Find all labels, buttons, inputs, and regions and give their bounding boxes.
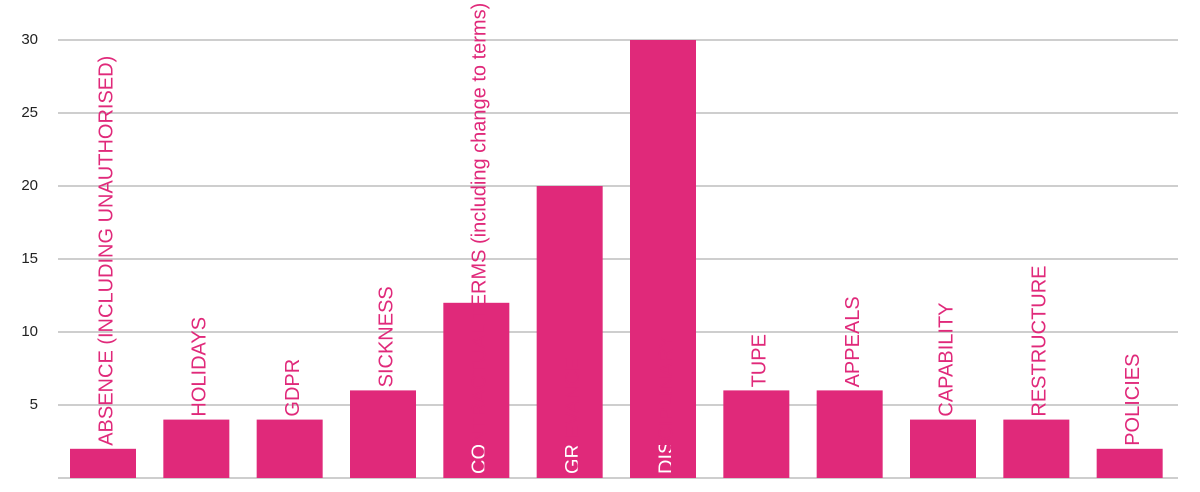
- bar-label: RESTRUCTURE: [1029, 265, 1051, 416]
- bar: [816, 390, 883, 478]
- bar-label: CAPABILITY: [935, 302, 957, 416]
- y-tick-label: 5: [30, 396, 38, 413]
- bar-label: GRIEVANCE: [562, 358, 584, 474]
- bar-label-overlay: DISCIPLINARY: [655, 335, 677, 474]
- bar-label: POLICIES: [1122, 354, 1144, 446]
- y-tick-label: 15: [21, 250, 38, 267]
- bar-label: GDPR: [282, 359, 304, 417]
- bar: [1096, 448, 1163, 478]
- bar: [536, 186, 603, 478]
- bar: [910, 419, 976, 478]
- bar: [70, 448, 136, 478]
- bar: [350, 390, 416, 478]
- y-tick-label: 10: [21, 323, 38, 340]
- bar-label: SICKNESS: [375, 286, 397, 387]
- bar-label-overlay: GRIEVANCE: [562, 358, 584, 474]
- bar-label: TUPE: [749, 334, 771, 387]
- bar: [256, 419, 323, 478]
- bar-label: HOLIDAYS: [189, 317, 211, 417]
- bar: [163, 419, 230, 478]
- bar-label: APPEALS: [842, 296, 864, 387]
- y-tick-label: 30: [21, 31, 38, 48]
- bar-label: DISCIPLINARY: [655, 335, 677, 474]
- bar-label: ABSENCE (INCLUDING UNAUTHORISED): [95, 56, 117, 446]
- bar: [1003, 419, 1070, 478]
- bar-label-overlay: CONTRACTUAL TERMS (including change to t…: [469, 3, 491, 474]
- bar: [443, 302, 510, 478]
- bar: [723, 390, 790, 478]
- y-tick-label: 25: [21, 104, 38, 121]
- bar-label: CONTRACTUAL TERMS (including change to t…: [469, 3, 491, 474]
- bar: [630, 40, 696, 478]
- y-tick-label: 20: [21, 177, 38, 194]
